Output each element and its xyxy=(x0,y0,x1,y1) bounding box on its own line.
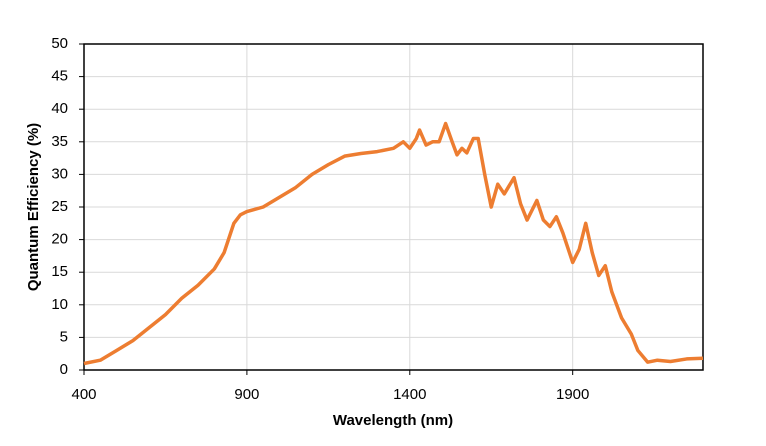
y-tick-label: 0 xyxy=(60,361,68,378)
y-tick-label: 35 xyxy=(51,133,68,150)
x-tick-label: 1900 xyxy=(556,386,589,403)
y-tick-label: 10 xyxy=(51,296,68,313)
y-tick-label: 5 xyxy=(60,328,68,345)
x-tick-label: 1400 xyxy=(393,386,426,403)
x-tick-label: 900 xyxy=(234,386,259,403)
x-axis-title: Wavelength (nm) xyxy=(333,412,453,429)
y-tick-label: 30 xyxy=(51,165,68,182)
y-tick-label: 25 xyxy=(51,198,68,215)
x-tick-label: 400 xyxy=(71,386,96,403)
y-tick-label: 15 xyxy=(51,263,68,280)
plot-frame xyxy=(83,43,704,371)
data-line xyxy=(83,121,704,366)
y-tick-label: 20 xyxy=(51,231,68,248)
y-tick-label: 40 xyxy=(51,100,68,117)
y-tick-label: 45 xyxy=(51,68,68,85)
y-axis-title: Quantum Efficiency (%) xyxy=(25,123,42,291)
y-tick-label: 50 xyxy=(51,35,68,52)
